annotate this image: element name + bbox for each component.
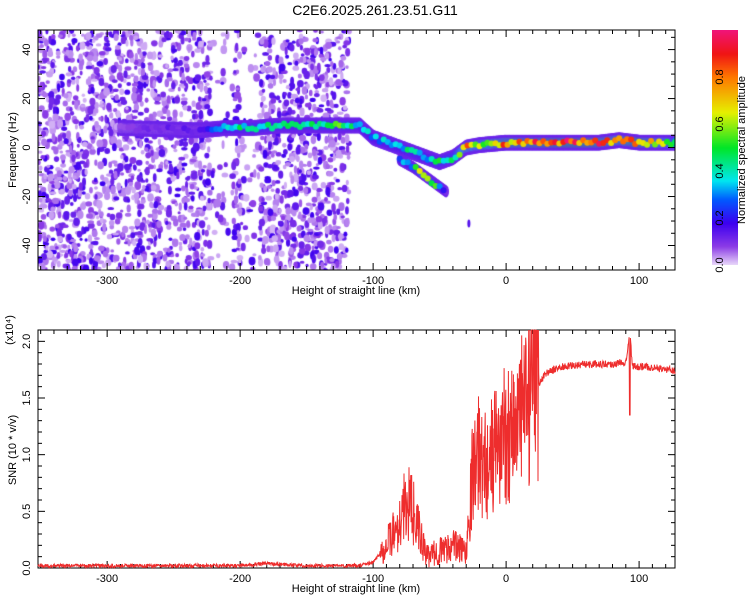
x-tick-label: -300 [96,275,118,287]
x-tick-label: -200 [229,573,251,585]
colorbar-tick-label: 0.4 [714,163,726,178]
x-tick-label: -200 [229,275,251,287]
snr-line [37,329,676,570]
y-tick-label: 1.5 [21,390,33,405]
x-tick-label: 0 [503,573,509,585]
y-tick-label: -20 [21,189,33,205]
x-tick-label: -300 [96,573,118,585]
y-tick-label: 0.5 [21,504,33,519]
y-tick-label: 0 [21,144,33,150]
colorbar-tick-label: 0.6 [714,116,726,131]
y-scale-label: (x10⁴) [4,315,16,345]
y-axis-label: SNR (10 * v/v) [7,415,19,485]
colorbar-tick-label: 0.0 [714,257,726,272]
colorbar [712,30,738,265]
x-tick-label: 100 [630,573,648,585]
y-tick-label: 0.0 [21,560,33,575]
spectrogram-heatmap [38,30,675,270]
y-tick-label: 40 [21,43,33,55]
y-axis-label: Frequency (Hz) [7,112,19,188]
colorbar-tick-label: 0.2 [714,210,726,225]
chart-title: C2E6.2025.261.23.51.G11 [292,2,458,18]
x-tick-label: 0 [503,275,509,287]
x-tick-label: 100 [630,275,648,287]
y-tick-label: -40 [21,238,33,254]
y-tick-label: 1.0 [21,447,33,462]
x-axis-label: Height of straight line (km) [292,285,420,297]
x-tick-label: -100 [362,275,384,287]
colorbar-tick-label: 0.8 [714,69,726,84]
y-tick-label: 20 [21,92,33,104]
x-tick-label: -100 [362,573,384,585]
colorbar-label: Normalized spectral amplitude [736,76,748,224]
heatmap-frame [37,29,676,271]
y-tick-label: 2.0 [21,334,33,349]
x-axis-label: Height of straight line (km) [292,583,420,595]
